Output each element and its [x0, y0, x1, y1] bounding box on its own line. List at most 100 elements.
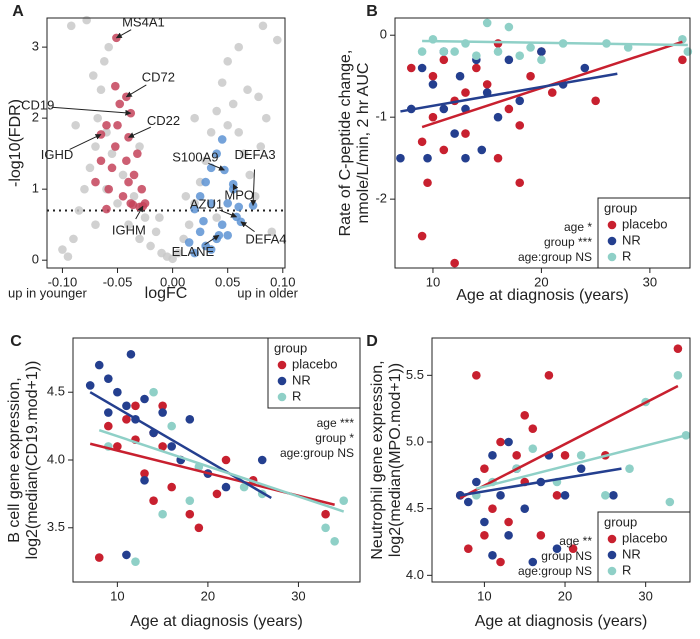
- point: [104, 421, 113, 431]
- fit-line: [98, 428, 345, 513]
- point: [504, 531, 513, 540]
- point: [194, 523, 204, 533]
- panel-letter: D: [366, 333, 378, 350]
- point: [212, 149, 221, 158]
- point: [126, 349, 136, 359]
- point: [85, 381, 95, 390]
- point: [528, 424, 538, 433]
- point: [461, 153, 470, 163]
- point: [111, 142, 120, 151]
- gene-label: ELANE: [172, 244, 215, 259]
- annotation-arrow: [69, 134, 102, 150]
- gene-label: MPO: [224, 188, 254, 203]
- point: [104, 374, 113, 383]
- point: [93, 113, 102, 123]
- point: [560, 491, 570, 500]
- annotation-arrow: [240, 221, 255, 233]
- point: [206, 199, 216, 208]
- point: [131, 557, 140, 566]
- point: [185, 509, 195, 519]
- fit-line: [89, 391, 272, 500]
- point: [85, 163, 95, 173]
- stat-annotation: age *: [564, 220, 592, 234]
- legend-swatch: [607, 534, 617, 544]
- point: [91, 220, 100, 229]
- point: [417, 137, 427, 147]
- point: [102, 120, 111, 130]
- point: [537, 47, 546, 56]
- point: [113, 199, 122, 208]
- point: [128, 200, 138, 210]
- y-tick-label: -1: [375, 109, 387, 124]
- fit-line: [400, 72, 618, 113]
- x-tick-label: 30: [638, 588, 652, 603]
- point: [167, 421, 176, 431]
- point: [504, 437, 513, 447]
- point: [206, 128, 216, 137]
- point: [261, 113, 271, 123]
- annotation-arrow: [250, 169, 257, 207]
- point: [536, 531, 546, 540]
- point: [463, 497, 473, 507]
- legend-swatch: [607, 236, 617, 246]
- gene-label: MS4A1: [122, 14, 165, 29]
- legend-title: group: [604, 514, 637, 529]
- point: [122, 92, 131, 102]
- point: [155, 213, 164, 222]
- point: [190, 248, 199, 258]
- point: [417, 63, 427, 73]
- point: [149, 387, 158, 397]
- x-tick-label: 20: [558, 588, 572, 603]
- point: [472, 371, 481, 380]
- x-tick-label: 20: [534, 274, 548, 289]
- point: [212, 213, 221, 222]
- point: [258, 21, 268, 31]
- point: [184, 238, 194, 247]
- legend-title: group: [604, 200, 637, 215]
- point: [580, 63, 590, 73]
- point: [124, 177, 133, 187]
- point: [609, 491, 618, 500]
- point: [133, 149, 142, 158]
- point: [417, 231, 427, 241]
- point: [439, 145, 449, 155]
- plot-frame: [394, 17, 691, 269]
- y-tick-label: 5.0: [406, 433, 424, 448]
- point: [272, 35, 282, 45]
- point: [480, 464, 489, 473]
- y-tick-label: 5.5: [406, 367, 424, 382]
- point: [423, 178, 432, 188]
- y-tick-label: -2: [375, 191, 387, 206]
- legend-label: NR: [292, 372, 311, 387]
- y-axis-title: Neutrophil gene expression,: [369, 360, 386, 559]
- point: [243, 85, 252, 95]
- point: [212, 106, 221, 116]
- point: [66, 21, 76, 31]
- point: [102, 204, 111, 214]
- point: [199, 216, 208, 226]
- y-axis-title: log2(median(MPO.mod+1)): [387, 363, 404, 557]
- y-axis-title: nmole/L/min, 2 hr AUC: [355, 63, 372, 224]
- point: [135, 234, 144, 244]
- point: [74, 206, 84, 215]
- stat-annotation: age ***: [317, 416, 355, 430]
- point: [515, 51, 525, 61]
- point: [185, 415, 195, 424]
- point: [493, 47, 503, 56]
- legend-swatch: [607, 566, 617, 576]
- point: [129, 170, 139, 180]
- annotation-arrow: [208, 162, 225, 171]
- point: [124, 220, 133, 229]
- point: [439, 104, 449, 114]
- x-tick-label: 10: [426, 274, 440, 289]
- point: [417, 47, 427, 56]
- point: [96, 85, 106, 95]
- point: [122, 156, 131, 166]
- point: [221, 455, 231, 465]
- gene-label: IGHM: [112, 223, 146, 238]
- point: [223, 120, 233, 130]
- x-tick-label: 10: [110, 588, 124, 603]
- point: [515, 121, 525, 130]
- plot-frame: [46, 17, 286, 269]
